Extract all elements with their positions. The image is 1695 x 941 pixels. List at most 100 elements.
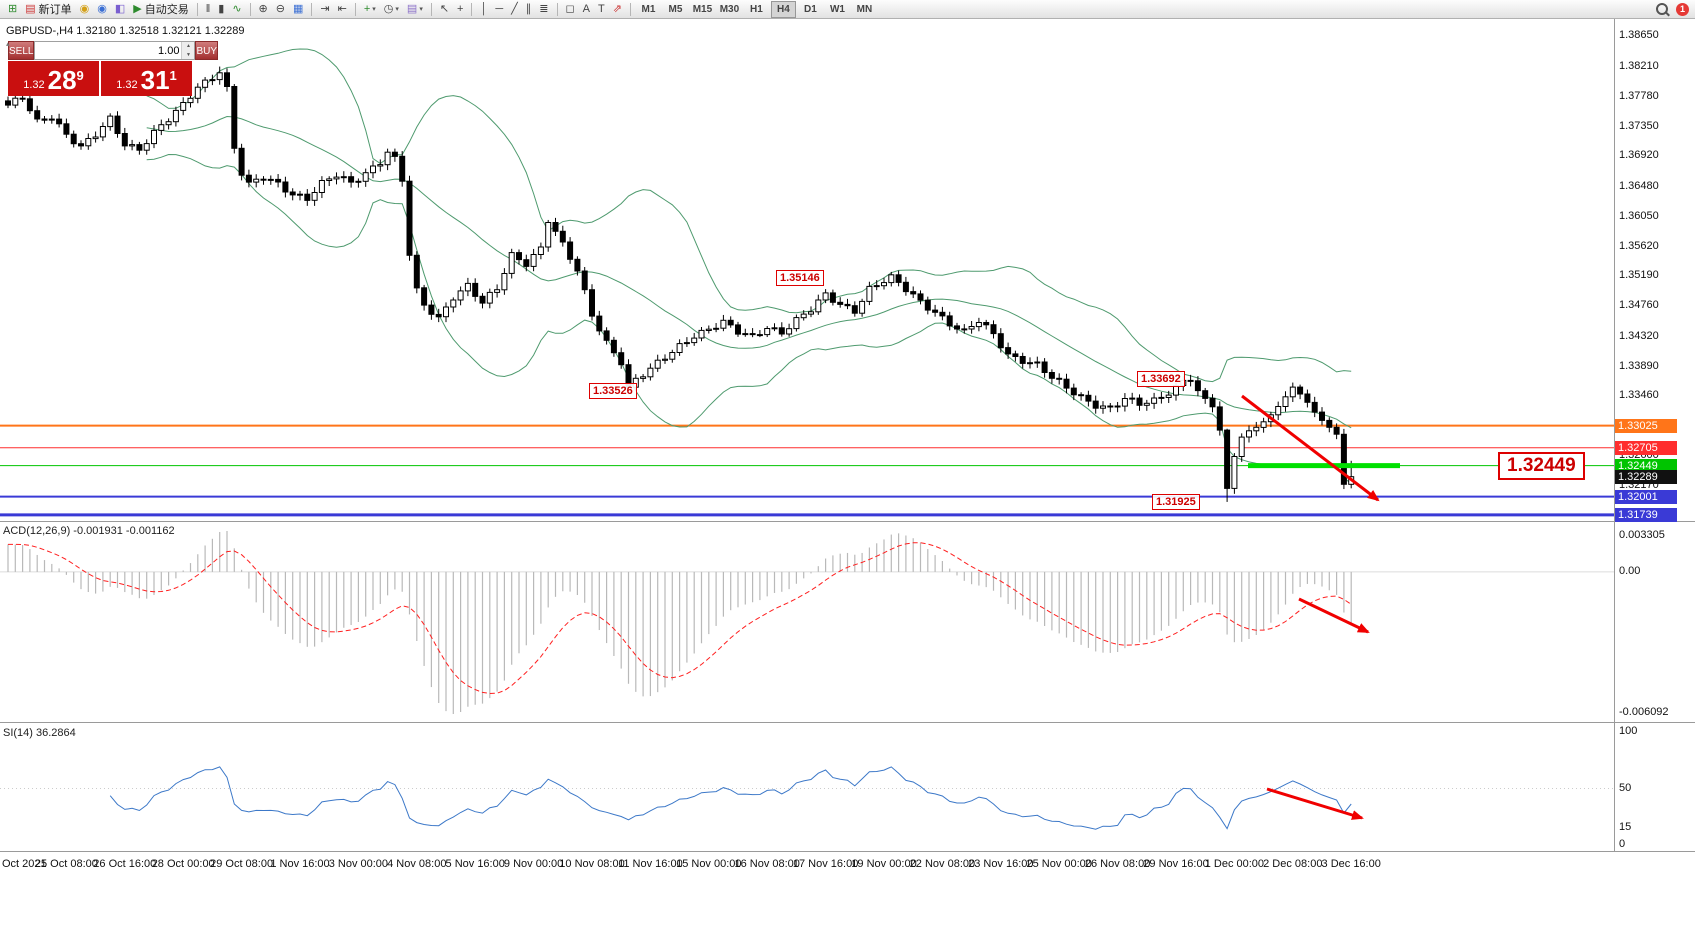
search-icon[interactable]	[1656, 3, 1668, 15]
symbol-ohlc-info: GBPUSD-,H4 1.32180 1.32518 1.32121 1.322…	[6, 25, 245, 37]
mql5-icon[interactable]: ◉	[77, 1, 93, 17]
zoom-in-icon[interactable]: ⊕	[256, 1, 271, 17]
notification-badge[interactable]: 1	[1676, 2, 1689, 16]
price-tag: 1.32705	[1615, 440, 1677, 455]
autotrading-button[interactable]: ▶ 自动交易	[130, 1, 191, 17]
price-axis-label: 1.36480	[1619, 179, 1659, 192]
macd-scale-zero: 0.00	[1619, 564, 1641, 577]
cursor-icon[interactable]: ↖	[437, 1, 452, 17]
timeframe-mn-button[interactable]: MN	[856, 3, 873, 15]
vertical-line-icon[interactable]: │	[477, 1, 490, 17]
line-chart-icon[interactable]: ∿	[229, 1, 244, 17]
time-axis-label: 17 Nov 16:00	[792, 858, 859, 870]
time-axis-label: 22 Nov 08:00	[909, 858, 976, 870]
indicators-icon: +	[363, 3, 371, 15]
time-axis-label: 15 Nov 00:00	[676, 858, 742, 870]
timeframe-h4-button[interactable]: H4	[770, 0, 796, 18]
time-axis-label: 1 Nov 16:00	[270, 858, 330, 870]
time-axis-label: 3 Dec 16:00	[1321, 858, 1381, 870]
sell-price-sup: 9	[76, 68, 84, 83]
time-axis-label: 29 Nov 16:00	[1143, 858, 1209, 870]
buy-price-sup: 1	[169, 68, 177, 83]
chart-shift-icon[interactable]: ⇤	[335, 1, 350, 17]
price-axis-label: 1.35620	[1619, 239, 1659, 252]
community-icon[interactable]: ◉	[94, 1, 110, 17]
collapse-widget-icon[interactable]: ▴	[6, 41, 10, 48]
volume-input[interactable]	[35, 42, 182, 59]
sell-price-big: 28	[47, 65, 77, 95]
chat-icon[interactable]: ◧	[112, 1, 128, 17]
candlestick-chart-icon[interactable]: ▮	[215, 1, 227, 17]
horizontal-line-icon[interactable]: ─	[492, 1, 506, 17]
buy-button[interactable]: BUY	[195, 41, 219, 60]
new-chart-icon[interactable]: ⊞	[5, 1, 20, 17]
new-order-button[interactable]: ▤ 新订单	[22, 1, 74, 17]
sell-button[interactable]: SELL	[8, 41, 35, 60]
templates-icon[interactable]: ▤ ▾	[404, 1, 426, 17]
periods-icon[interactable]: ◷ ▾	[381, 1, 402, 17]
periods-icon: ◷	[383, 3, 394, 15]
price-callout[interactable]: 1.33692	[1137, 371, 1185, 388]
rsi-scale-100: 100	[1619, 725, 1638, 737]
new-order-icon: ▤	[25, 3, 36, 15]
toolbar-separator	[556, 2, 558, 16]
autotrading-button-label: 自动交易	[144, 4, 189, 16]
timeframe-d1-button[interactable]: D1	[804, 3, 817, 15]
price-callout[interactable]: 1.35146	[776, 270, 824, 287]
trendline-icon: ╱	[511, 3, 518, 15]
tile-windows-icon[interactable]: ▦	[290, 1, 306, 17]
equidistant-channel-icon: ∥	[525, 3, 532, 15]
bar-chart-icon[interactable]: ‖	[203, 1, 214, 17]
price-callout[interactable]: 1.33526	[589, 382, 637, 399]
arrows-icon: ⇗	[612, 3, 622, 15]
arrows-icon[interactable]: ⇗	[610, 1, 625, 17]
indicators-icon[interactable]: + ▾	[361, 1, 379, 17]
timeframe-m1-button[interactable]: M1	[641, 3, 656, 15]
price-axis-label: 1.37350	[1619, 119, 1659, 132]
timeframe-m5-button[interactable]: M5	[668, 3, 683, 15]
time-axis-label: 2 Dec 08:00	[1263, 858, 1323, 870]
time-axis-label: 19 Nov 00:00	[851, 858, 917, 870]
zoom-out-icon[interactable]: ⊖	[273, 1, 288, 17]
spinner-up-icon[interactable]: ▲	[182, 42, 195, 51]
time-axis-label: 28 Oct 00:00	[151, 858, 215, 870]
key-level-callout[interactable]: 1.32449	[1498, 451, 1585, 480]
timeframe-m15-button[interactable]: M15	[692, 3, 713, 15]
text-icon[interactable]: A	[580, 1, 593, 17]
timeframe-m30-button[interactable]: M30	[719, 3, 740, 15]
community-icon: ◉	[97, 3, 107, 15]
macd-indicator-label: ACD(12,26,9) -0.001931 -0.001162	[3, 525, 175, 537]
sell-price[interactable]: 1.32 28 9	[8, 61, 99, 96]
buy-price[interactable]: 1.32 31 1	[101, 61, 192, 96]
shapes-icon[interactable]: ◻	[563, 1, 578, 17]
fibonacci-icon[interactable]: ≣	[536, 1, 551, 17]
crosshair-icon[interactable]: +	[454, 1, 466, 17]
timeframe-h1-button[interactable]: H1	[750, 3, 763, 15]
price-tag: 1.32001	[1615, 489, 1677, 504]
time-axis-label: 1 Dec 00:00	[1204, 858, 1265, 870]
top-toolbar: ⊞ ▤ 新订单 ◉ ◉ ◧ ▶ 自动交易 ‖ ▮ ∿ ⊕ ⊖ ▦ ⇥ ⇤ + ▾ ◷ ▾ ▤ ▾ ↖ + │ ─ ╱ ∥ ≣ ◻ A T ⇗ M…	[0, 0, 1695, 19]
line-chart-icon: ∿	[232, 3, 242, 15]
price-axis-label: 1.34760	[1619, 299, 1659, 312]
time-axis[interactable]: Oct 2021 25 Oct 08:00 26 Oct 16:00 28 Oct 0…	[0, 852, 1614, 876]
label-icon[interactable]: T	[595, 1, 608, 17]
vertical-line-icon: │	[480, 3, 488, 15]
new-chart-icon: ⊞	[8, 3, 18, 15]
trendline-icon[interactable]: ╱	[508, 1, 521, 17]
cursor-icon: ↖	[439, 3, 450, 15]
timeframe-w1-button[interactable]: W1	[829, 3, 845, 15]
bar-chart-icon: ‖	[205, 3, 211, 15]
auto-scroll-icon[interactable]: ⇥	[317, 1, 332, 17]
price-callout[interactable]: 1.31925	[1152, 493, 1200, 510]
price-axis[interactable]: 1.38650 1.38210 1.37780 1.37350 1.36920 1.364…	[1614, 0, 1695, 941]
chat-icon: ◧	[114, 3, 126, 15]
price-tag: 1.33025	[1615, 418, 1677, 433]
equidistant-channel-icon[interactable]: ∥	[523, 1, 535, 17]
spinner-down-icon[interactable]: ▼	[182, 50, 195, 59]
volume-spinner[interactable]: ▲ ▼	[181, 42, 195, 59]
crosshair-icon: +	[457, 3, 464, 15]
price-axis-label: 1.35190	[1619, 269, 1659, 282]
price-axis-label: 1.36050	[1619, 209, 1659, 222]
time-axis-label: 25 Nov 00:00	[1026, 858, 1092, 870]
